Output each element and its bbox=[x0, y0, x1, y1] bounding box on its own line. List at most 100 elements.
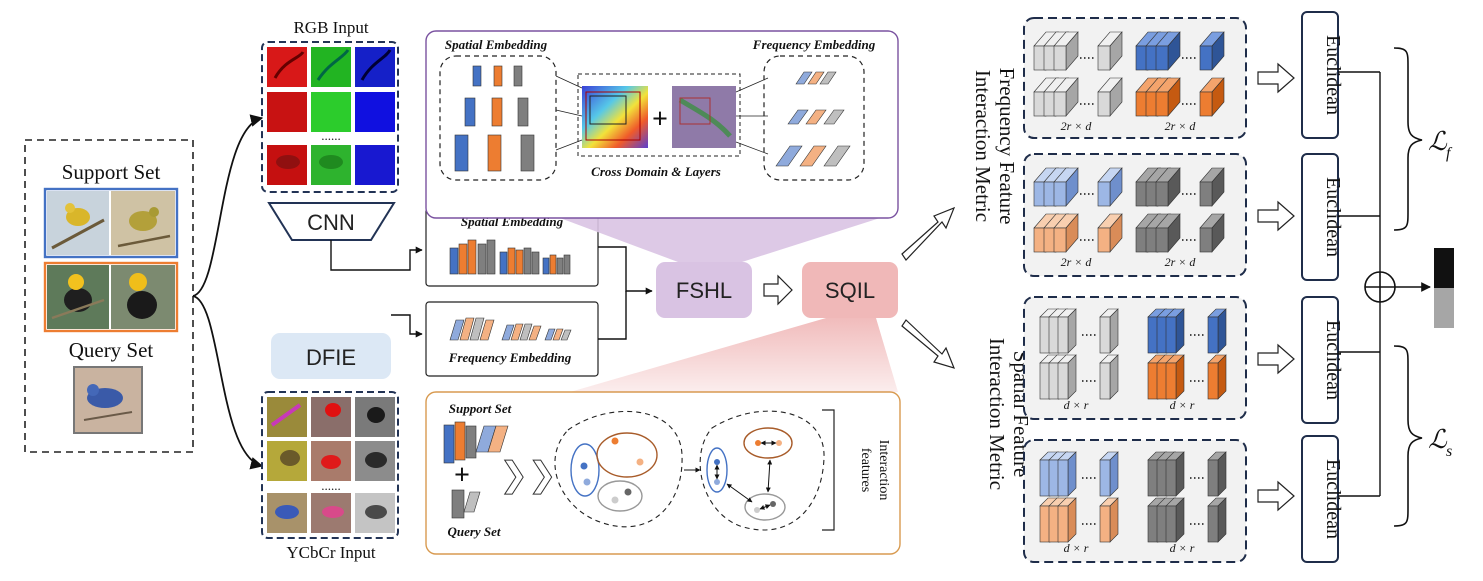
interaction-features-label-1: Interaction bbox=[876, 440, 891, 501]
loss-f: ℒ f bbox=[1393, 47, 1453, 231]
input-set: Support Set Query Set bbox=[24, 139, 194, 453]
euclidean-box: Euclidean bbox=[1301, 11, 1344, 139]
cube-group-slab bbox=[1057, 497, 1077, 543]
cube-group bbox=[1033, 213, 1123, 253]
hollow-arrow bbox=[1257, 343, 1295, 375]
cube-group bbox=[1135, 167, 1225, 207]
cube-group-slab bbox=[1155, 213, 1181, 253]
cube-group-slab bbox=[1097, 31, 1123, 71]
cube-group-slab bbox=[1155, 167, 1181, 207]
rgb-input: RGB Input ...... bbox=[261, 18, 399, 193]
dimension-label: d × r bbox=[1064, 398, 1089, 412]
arrow-input-to-rgb bbox=[192, 114, 264, 297]
cube-group-slab bbox=[1207, 497, 1227, 543]
hollow-arrow bbox=[1257, 480, 1295, 512]
hollow-arrow-to-spatial-metric bbox=[901, 319, 956, 369]
cube-group bbox=[1039, 497, 1119, 543]
cube-group-slab bbox=[1053, 31, 1079, 71]
sqil-chevrons: ❯❯ bbox=[500, 457, 557, 495]
spatial-metric-panel-1: d × r d × r bbox=[1023, 296, 1247, 420]
sqil-label: SQIL bbox=[825, 278, 875, 303]
ycbcr-tile-1 bbox=[267, 397, 307, 437]
euclidean-label: Euclidean bbox=[1322, 459, 1344, 539]
cube-group bbox=[1135, 31, 1225, 71]
dimension-label: 2r × d bbox=[1165, 255, 1197, 269]
arrow-spatial-to-fshl bbox=[598, 246, 653, 295]
cube-group-slab bbox=[1099, 308, 1119, 354]
cube-group-slab bbox=[1099, 497, 1119, 543]
cube-group-slab bbox=[1057, 354, 1077, 400]
cube-group bbox=[1147, 451, 1227, 497]
sqil-query-label: Query Set bbox=[447, 524, 500, 539]
sqil-support-label: Support Set bbox=[449, 401, 512, 416]
cube-group-slab bbox=[1057, 308, 1077, 354]
cube-group-slab bbox=[1165, 497, 1185, 543]
fshl-funnel bbox=[560, 218, 880, 262]
fshl-cross-label: Cross Domain & Layers bbox=[591, 164, 721, 179]
frequency-embedding-title: Frequency Embedding bbox=[448, 350, 572, 365]
cnn-label: CNN bbox=[307, 210, 355, 235]
cube-group-slab bbox=[1165, 354, 1185, 400]
rgb-tile-b3 bbox=[355, 145, 395, 185]
fshl-heatmap bbox=[582, 86, 648, 148]
fshl-block: FSHL bbox=[656, 262, 752, 318]
query-image bbox=[73, 366, 143, 434]
cube-group-slab bbox=[1053, 213, 1079, 253]
rgb-input-title: RGB Input bbox=[293, 18, 368, 37]
rgb-dots: ...... bbox=[321, 128, 341, 143]
loss-s: ℒ s bbox=[1393, 345, 1452, 527]
arrow-cnn-to-spatial bbox=[330, 240, 423, 271]
cube-group-slab bbox=[1207, 451, 1227, 497]
fshl-spatial-title: Spatial Embedding bbox=[445, 37, 548, 52]
dimension-label: 2r × d bbox=[1061, 255, 1093, 269]
support-images-bottom bbox=[43, 261, 179, 333]
cnn-block: CNN bbox=[267, 202, 396, 241]
hollow-arrow-fshl-sqil bbox=[763, 274, 793, 306]
loss-s-subscript: s bbox=[1446, 443, 1452, 460]
rgb-tile-b2 bbox=[355, 92, 395, 132]
cube-group bbox=[1147, 308, 1227, 354]
rgb-tile-g2 bbox=[311, 92, 351, 132]
loss-s-symbol: ℒ bbox=[1428, 425, 1448, 454]
euclidean-box: Euclidean bbox=[1301, 296, 1344, 424]
sqil-plus: + bbox=[454, 460, 470, 491]
cube-group-slab bbox=[1053, 77, 1079, 117]
cube-group-slab bbox=[1155, 77, 1181, 117]
cube-group bbox=[1135, 77, 1225, 117]
cube-group-slab bbox=[1165, 308, 1185, 354]
sqil-detail-panel: Support Set + Query Set ❯❯ bbox=[425, 391, 901, 555]
cube-group-slab bbox=[1199, 167, 1225, 207]
interaction-features-label-2: features bbox=[858, 448, 873, 492]
cluster-before bbox=[554, 410, 683, 528]
combination-lines bbox=[1338, 71, 1454, 497]
euclidean-label: Euclidean bbox=[1322, 177, 1344, 257]
cube-group-slab bbox=[1097, 213, 1123, 253]
fshl-detail-panel: Spatial Embedding Frequency Embedding + … bbox=[425, 30, 899, 262]
sqil-query-blocks bbox=[451, 489, 481, 519]
euclidean-arrows bbox=[1257, 62, 1295, 512]
euclidean-label: Euclidean bbox=[1322, 320, 1344, 400]
cube-group bbox=[1147, 497, 1227, 543]
hollow-arrow bbox=[1257, 200, 1295, 232]
dimension-label: 2r × d bbox=[1061, 119, 1093, 133]
euclidean-label: Euclidean bbox=[1322, 35, 1344, 115]
dfie-block: DFIE bbox=[271, 333, 391, 379]
hollow-arrow bbox=[1257, 62, 1295, 94]
cube-group bbox=[1033, 167, 1123, 207]
cube-group-slab bbox=[1165, 451, 1185, 497]
sqil-funnel bbox=[570, 318, 898, 392]
ycbcr-input: ...... YCbCr Input bbox=[261, 391, 399, 562]
dimension-label: 2r × d bbox=[1165, 119, 1197, 133]
spatial-embedding-blocks bbox=[449, 239, 571, 275]
cube-group-slab bbox=[1099, 451, 1119, 497]
fshl-frequency-title: Frequency Embedding bbox=[752, 37, 876, 52]
support-set-label: Support Set bbox=[62, 160, 161, 184]
cube-group-slab bbox=[1155, 31, 1181, 71]
cube-group-slab bbox=[1207, 354, 1227, 400]
cube-group-slab bbox=[1199, 213, 1225, 253]
cube-group-slab bbox=[1097, 77, 1123, 117]
fshl-plus: + bbox=[652, 104, 668, 135]
freq-metric-panel-1: 2r × d 2r × d bbox=[1023, 17, 1247, 139]
cube-group bbox=[1135, 213, 1225, 253]
